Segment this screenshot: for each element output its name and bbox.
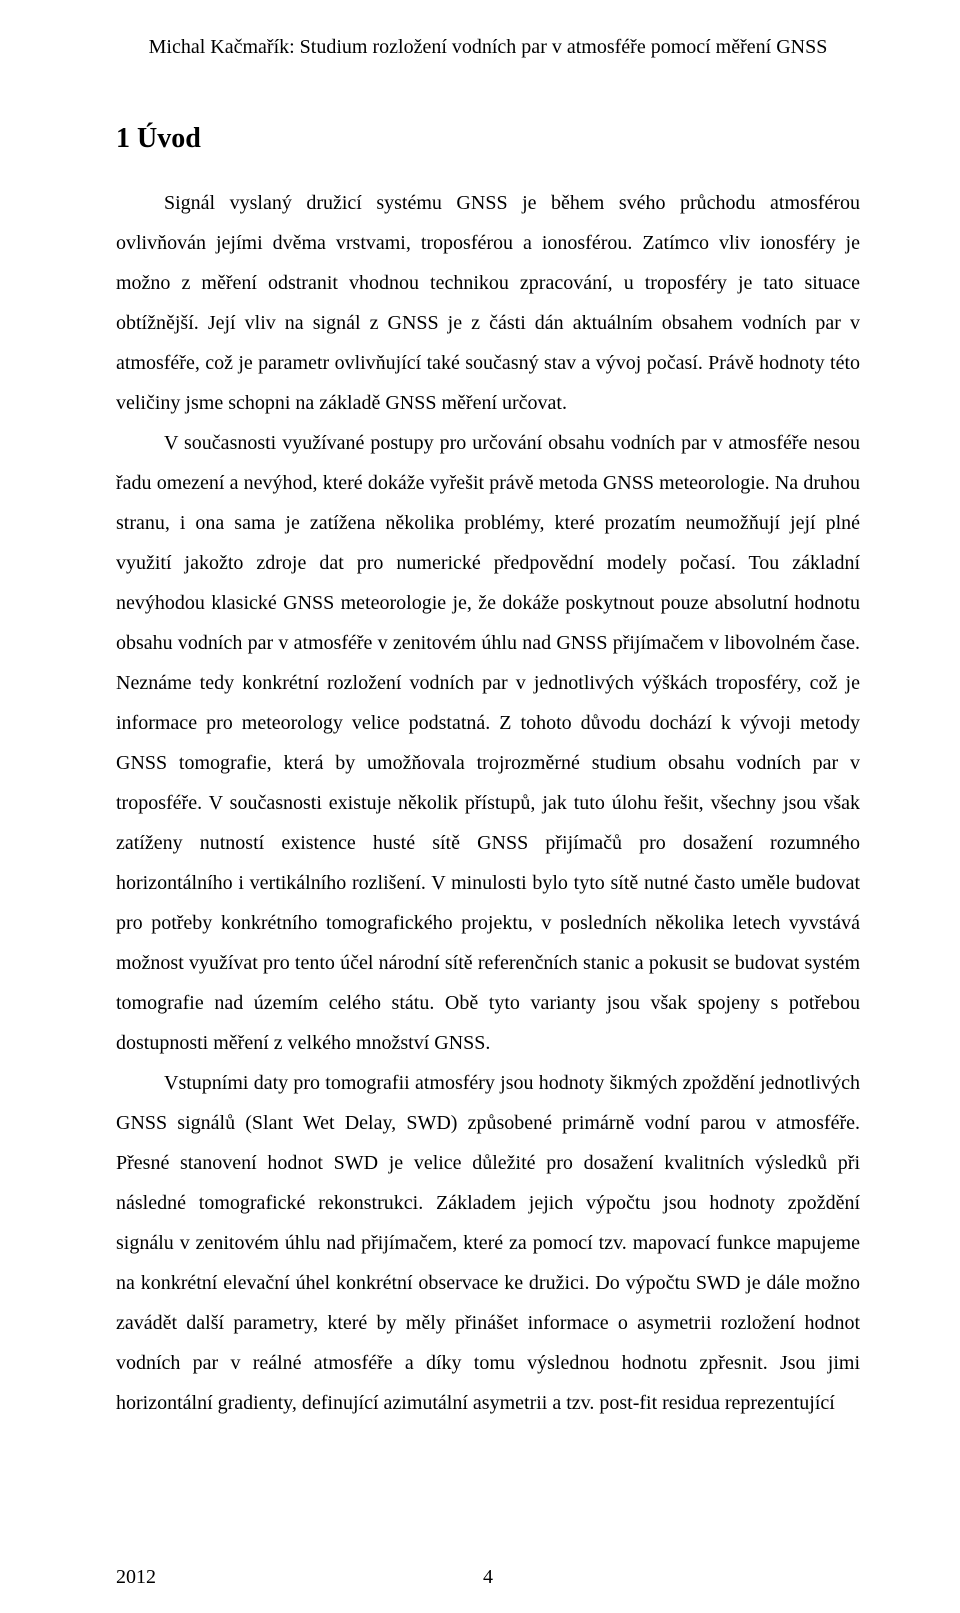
paragraph-2: V současnosti využívané postupy pro určo…: [116, 423, 860, 1063]
running-header: Michal Kačmařík: Studium rozložení vodní…: [116, 36, 860, 59]
footer-page-number: 4: [116, 1566, 860, 1589]
paragraph-3: Vstupními daty pro tomografii atmosféry …: [116, 1063, 860, 1423]
section-heading: 1 Úvod: [116, 123, 860, 155]
paragraph-1: Signál vyslaný družicí systému GNSS je b…: [116, 183, 860, 423]
page-footer: 2012 4: [116, 1566, 860, 1589]
document-page: Michal Kačmařík: Studium rozložení vodní…: [0, 0, 960, 1613]
